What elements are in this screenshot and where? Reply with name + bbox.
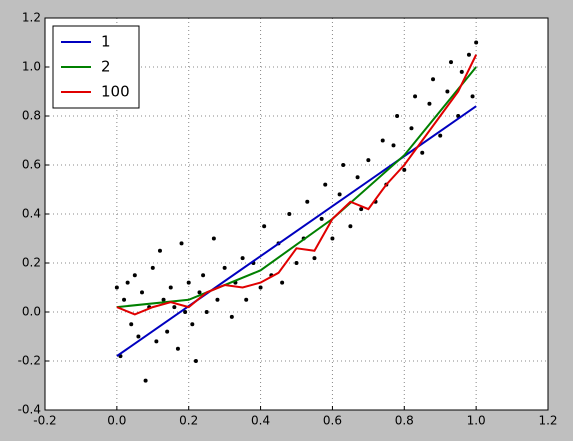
scatter-point	[183, 310, 188, 314]
scatter-point	[222, 265, 227, 270]
scatter-point	[445, 89, 450, 94]
scatter-point	[211, 236, 216, 241]
scatter-point	[143, 378, 148, 383]
y-tick-label: 1.0	[22, 60, 41, 74]
scatter-point	[150, 265, 155, 270]
scatter-point	[125, 280, 130, 285]
x-tick-label: 1.0	[467, 414, 486, 428]
y-tick-label: 1.2	[22, 11, 41, 25]
scatter-point	[136, 334, 141, 339]
scatter-point	[172, 305, 177, 310]
scatter-point	[193, 359, 198, 363]
scatter-point	[258, 285, 263, 290]
scatter-point	[197, 290, 202, 295]
scatter-point	[262, 224, 267, 229]
scatter-point	[190, 322, 195, 327]
legend-label: 1	[101, 33, 111, 51]
x-tick-label: 0.2	[179, 414, 198, 428]
scatter-point	[201, 273, 206, 278]
scatter-point	[359, 207, 364, 212]
scatter-point	[466, 52, 471, 57]
scatter-point	[229, 314, 234, 319]
plot-frame	[44, 17, 549, 411]
scatter-point	[323, 182, 328, 187]
scatter-point	[459, 69, 464, 74]
scatter-point	[319, 216, 324, 221]
y-tick-label: -0.2	[18, 354, 41, 368]
legend-label: 2	[101, 58, 111, 76]
scatter-point	[175, 346, 180, 351]
scatter-point	[395, 114, 400, 118]
scatter-point	[413, 94, 418, 99]
x-tick-label: 1.2	[538, 414, 557, 428]
scatter-point	[132, 273, 137, 278]
scatter-point	[122, 297, 127, 302]
scatter-point	[312, 256, 317, 261]
scatter-point	[129, 322, 134, 327]
scatter-point	[409, 126, 414, 131]
scatter-point	[240, 256, 245, 261]
scatter-point	[305, 199, 310, 204]
scatter-point	[165, 329, 170, 334]
scatter-point	[366, 158, 371, 163]
y-tick-label: 0.0	[22, 305, 41, 319]
scatter-point	[154, 339, 159, 344]
scatter-point	[168, 285, 173, 290]
scatter-point	[287, 212, 292, 216]
scatter-point	[157, 248, 162, 253]
x-tick-label: 0.4	[251, 414, 270, 428]
x-tick-label: 0.8	[395, 414, 414, 428]
scatter-point	[114, 285, 119, 290]
scatter-point	[431, 77, 436, 82]
scatter-point	[140, 290, 145, 295]
scatter-point	[438, 133, 443, 138]
scatter-point	[244, 297, 249, 302]
x-tick-label: -0.2	[33, 414, 56, 428]
scatter-point	[348, 224, 353, 229]
line-series	[116, 54, 478, 316]
y-tick-label: 0.6	[22, 158, 41, 172]
legend-label: 100	[101, 83, 130, 101]
scatter-point	[420, 150, 425, 155]
scatter-point	[474, 40, 479, 45]
scatter-point	[330, 236, 335, 241]
scatter-point	[204, 310, 209, 314]
y-tick-label: 0.2	[22, 256, 41, 270]
scatter-point	[448, 60, 453, 65]
scatter-point	[280, 280, 285, 285]
y-tick-label: -0.4	[18, 403, 41, 417]
y-tick-label: 0.4	[22, 207, 41, 221]
scatter-point	[294, 261, 299, 265]
scatter-point	[402, 167, 407, 172]
scatter-point	[179, 241, 184, 246]
scatter-point	[355, 175, 360, 180]
x-tick-label: 0.0	[107, 414, 126, 428]
scatter-point	[337, 192, 342, 197]
scatter-point	[470, 94, 475, 99]
y-tick-label: 0.8	[22, 109, 41, 123]
scatter-point	[161, 297, 166, 302]
scatter-point	[427, 101, 432, 106]
scatter-point	[391, 143, 396, 148]
scatter-point	[341, 163, 346, 167]
scatter-point	[380, 138, 385, 143]
line-series	[116, 66, 477, 309]
scatter-point	[186, 280, 191, 285]
scatter-point	[215, 297, 220, 302]
x-tick-label: 0.6	[323, 414, 342, 428]
